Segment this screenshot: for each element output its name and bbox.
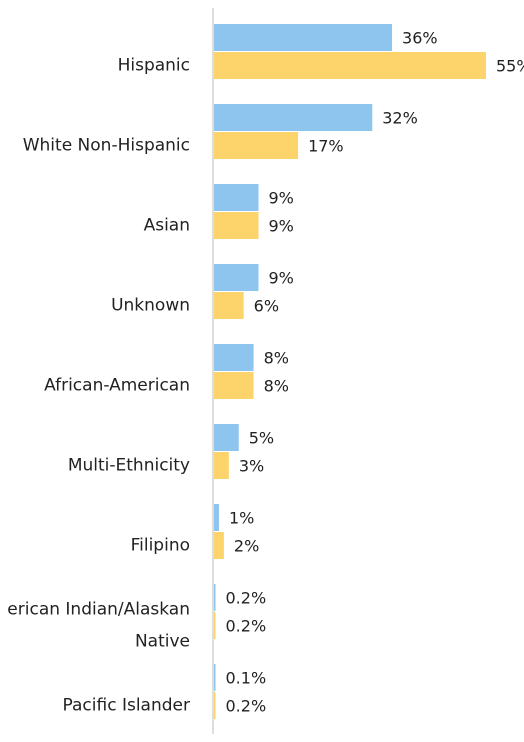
value-label: 0.1% (226, 669, 267, 688)
value-label: 17% (308, 137, 344, 156)
category-label: Unknown (111, 296, 190, 316)
bar (214, 344, 254, 371)
category-label: Hispanic (118, 56, 190, 76)
value-label: 5% (249, 429, 274, 448)
bar (214, 24, 393, 51)
bar (214, 452, 229, 479)
value-label: 2% (234, 537, 259, 556)
value-label: 55% (496, 57, 524, 76)
bar (214, 532, 224, 559)
value-label: 8% (264, 349, 289, 368)
category-label: Native (135, 632, 190, 652)
category-label: White Non-Hispanic (23, 136, 190, 156)
bar (214, 104, 373, 131)
bar (214, 664, 216, 691)
bar (214, 52, 486, 79)
category-label: Pacific Islander (63, 696, 190, 716)
value-label: 9% (269, 189, 294, 208)
bar (214, 424, 239, 451)
category-label: erican Indian/Alaskan (7, 600, 190, 620)
value-label: 8% (264, 377, 289, 396)
value-label: 32% (382, 109, 418, 128)
value-label: 0.2% (226, 589, 267, 608)
bar (214, 264, 259, 291)
value-label: 6% (254, 297, 279, 316)
value-label: 9% (269, 217, 294, 236)
value-label: 9% (269, 269, 294, 288)
bar (214, 132, 299, 159)
bar (214, 212, 259, 239)
bar (214, 692, 216, 719)
bar (214, 584, 216, 611)
bar (214, 612, 216, 639)
value-label: 0.2% (226, 697, 267, 716)
category-label: Multi-Ethnicity (68, 456, 190, 476)
bar (214, 184, 259, 211)
category-label: Filipino (131, 536, 190, 556)
value-label: 0.2% (226, 617, 267, 636)
category-label: African-American (44, 376, 190, 396)
labels-group: Hispanic 36% 55% White Non-Hispanic 32% 17% As… (7, 29, 524, 716)
bar (214, 372, 254, 399)
bar (214, 504, 219, 531)
category-label: Asian (144, 216, 190, 236)
bars-group (214, 24, 486, 719)
bar (214, 292, 244, 319)
value-label: 36% (402, 29, 438, 48)
value-label: 1% (229, 509, 254, 528)
value-label: 3% (239, 457, 264, 476)
